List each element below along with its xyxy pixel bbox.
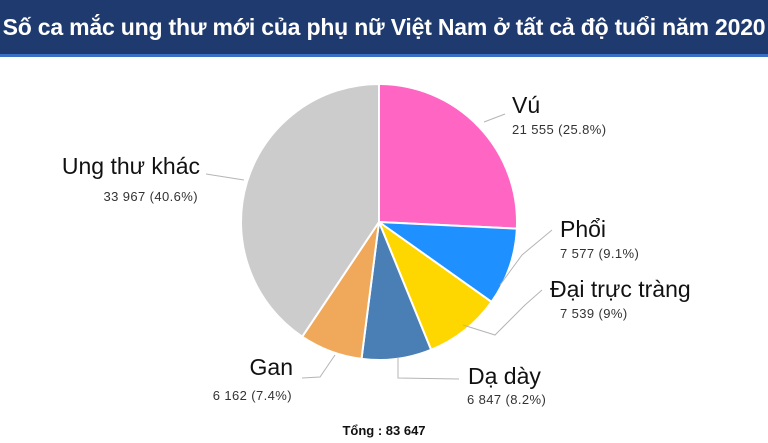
chart-title: Số ca mắc ung thư mới của phụ nữ Việt Na… [2,13,766,40]
leader-line-6 [205,173,245,181]
slice-label-3: Đại trực tràng [550,276,691,302]
slice-value-1: 21 555 (25.8%) [512,122,607,137]
leader-line-3 [462,289,543,336]
slice-value-2: 7 577 (9.1%) [560,246,639,261]
leader-line-5 [301,354,336,379]
pie-slice-1 [378,82,518,230]
slice-value-5: 6 162 (7.4%) [213,388,292,403]
slice-label-4: Dạ dày [468,363,541,389]
slice-value-3: 7 539 (9%) [560,306,628,321]
slice-value-6: 33 967 (40.6%) [104,189,199,204]
slice-label-2: Phổi [560,216,606,242]
chart-total: Tổng : 83 647 [342,423,426,438]
slice-label-5: Gan [250,354,293,380]
slice-label-1: Vú [512,92,540,118]
slice-label-6: Ung thư khác [62,153,200,179]
title-underline [0,54,768,57]
leader-line-4 [397,358,460,380]
pie-slice-2 [375,220,518,304]
title-bar: Số ca mắc ung thư mới của phụ nữ Việt Na… [0,0,768,54]
pie-slice-6 [240,82,380,339]
leader-line-1 [483,113,506,123]
slice-value-4: 6 847 (8.2%) [467,392,546,407]
leader-line-2 [499,229,553,286]
